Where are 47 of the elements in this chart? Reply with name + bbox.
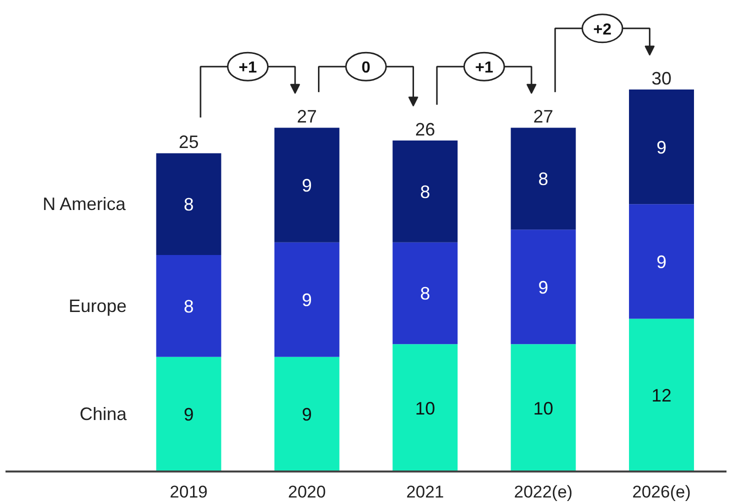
- text: +1: [475, 60, 494, 77]
- bar: [156, 153, 222, 256]
- data-label: 9: [302, 290, 312, 310]
- bar: [392, 242, 458, 344]
- data-label: 8: [184, 296, 194, 316]
- x-tick-label: 2022(e): [514, 482, 573, 502]
- bar: [510, 128, 576, 230]
- data-label: 9: [656, 252, 666, 272]
- bar: [156, 356, 222, 472]
- data-label: 9: [302, 176, 312, 196]
- data-label: 9: [302, 404, 312, 425]
- series-label: N America: [42, 194, 127, 214]
- data-label: 8: [420, 182, 430, 202]
- bar: [392, 344, 458, 472]
- data-label: 8: [184, 194, 194, 215]
- bar: [510, 230, 576, 344]
- data-label: 9: [656, 137, 666, 158]
- data-label: 8: [420, 284, 430, 304]
- data-label: 10: [415, 398, 436, 418]
- data-label: 8: [538, 169, 548, 190]
- series-label: Europe: [68, 296, 127, 316]
- x-tick-label: 2020: [288, 482, 326, 502]
- bar: [274, 242, 340, 357]
- bar: [628, 204, 694, 319]
- total-label: 26: [415, 119, 436, 140]
- x-tick-label: 2026(e): [632, 482, 691, 502]
- text: +2: [593, 21, 612, 38]
- text: +1: [238, 60, 258, 77]
- bar: [274, 128, 340, 242]
- bar: [628, 318, 694, 472]
- bar: [628, 90, 694, 204]
- data-label: 10: [533, 398, 554, 418]
- text: 0: [362, 60, 371, 77]
- data-label: 9: [538, 277, 548, 298]
- data-label: 9: [184, 404, 194, 425]
- series-label: China: [80, 404, 128, 424]
- total-label: 25: [178, 132, 199, 152]
- total-label: 27: [533, 106, 554, 127]
- bar: [274, 356, 340, 472]
- x-tick-label: 2021: [406, 482, 444, 502]
- total-label: 30: [651, 68, 672, 88]
- bar: [156, 255, 222, 357]
- bar: [392, 140, 458, 242]
- bar: [510, 344, 576, 472]
- total-label: 27: [296, 106, 317, 127]
- data-label: 12: [651, 386, 672, 406]
- x-tick-label: 2019: [170, 482, 208, 502]
